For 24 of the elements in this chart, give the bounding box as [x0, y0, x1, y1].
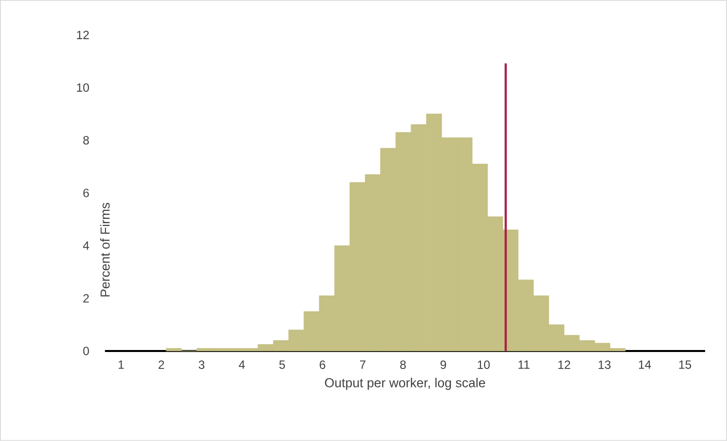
x-tick-label: 12 — [558, 360, 570, 369]
x-tick-label: 7 — [360, 360, 366, 369]
x-tick-label: 5 — [279, 360, 285, 369]
x-tick-label: 13 — [598, 360, 611, 370]
x-tick-label: 2 — [158, 360, 164, 369]
x-tick-label: 6 — [320, 360, 326, 370]
x-axis-title: Output per worker, log scale — [324, 378, 486, 390]
y-axis-title: Percent of Firms — [100, 202, 110, 296]
x-tick-label: 4 — [238, 360, 245, 369]
x-tick-label: 10 — [478, 360, 490, 370]
x-tick-label: 1 — [118, 360, 124, 369]
y-tick-label: 6 — [83, 188, 89, 198]
y-tick-label: 0 — [83, 346, 89, 356]
x-tick-label: 15 — [679, 360, 692, 369]
x-tick-label: 11 — [518, 360, 530, 369]
x-tick-label: 14 — [638, 360, 651, 369]
y-tick-label: 12 — [77, 30, 89, 40]
y-tick-label: 2 — [83, 294, 89, 303]
y-tick-label: 4 — [83, 242, 90, 250]
x-tick-label: 9 — [440, 360, 446, 370]
x-tick-label: 3 — [198, 360, 204, 370]
y-tick-label: 10 — [77, 83, 89, 92]
x-tick-label: 8 — [400, 360, 406, 370]
y-tick-label: 8 — [83, 136, 89, 145]
